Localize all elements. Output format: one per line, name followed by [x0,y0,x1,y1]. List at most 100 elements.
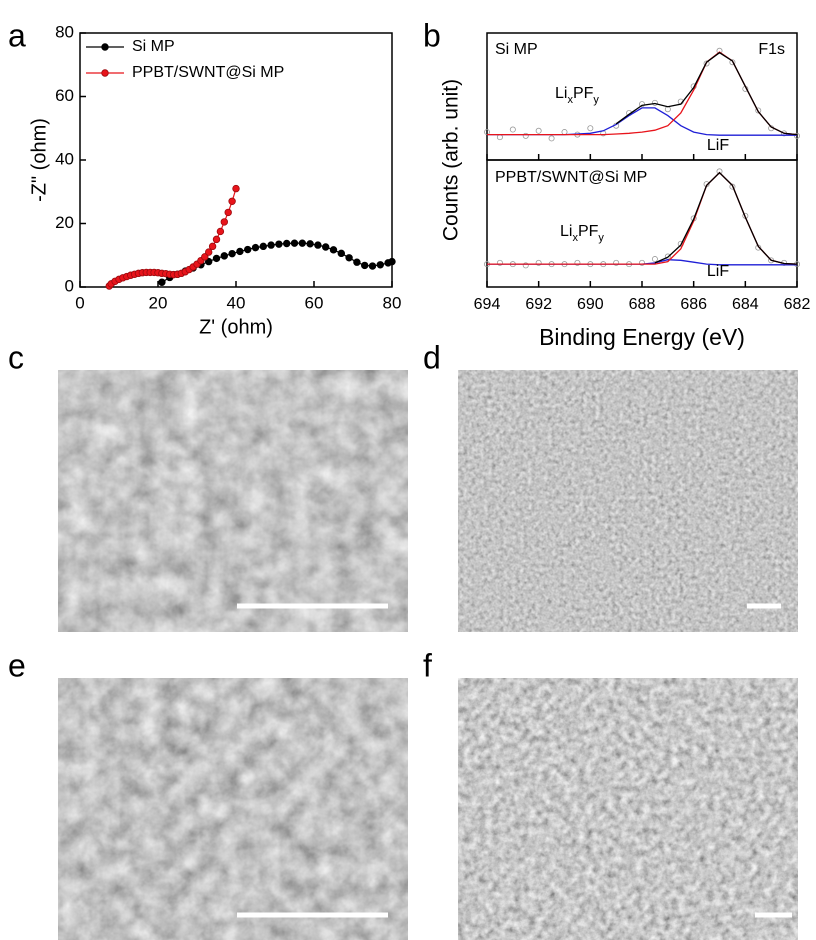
legend-label: Si MP [132,38,175,55]
raw-point [729,59,736,66]
point [220,252,228,260]
point [283,239,291,248]
point [204,248,213,256]
raw-point [574,259,581,266]
fit-line [487,107,797,136]
annotation: F1s [758,41,785,58]
annotation-part: x [572,232,578,244]
raw-point [794,132,801,139]
point [337,249,345,258]
x-tick-label: 60 [305,293,324,312]
x-tick-label: 692 [525,296,552,313]
raw-point [509,126,516,133]
y-tick-label: 60 [55,86,74,105]
point [228,197,236,205]
raw-point [587,125,594,132]
point [376,261,384,269]
panel-label: f [423,647,432,683]
point [329,246,338,254]
point [243,245,252,254]
raw-point [522,262,529,269]
annotation: LixPFy [560,223,604,244]
x-tick-label: 80 [383,293,402,312]
point [345,254,353,262]
point [204,257,213,266]
panel-label: e [8,647,26,683]
raw-point [651,99,658,106]
raw-point [716,168,723,175]
point [236,247,244,256]
panel-label: d [423,339,441,375]
point [298,239,306,247]
y-tick-label: 80 [55,22,74,41]
annotation-part: y [598,232,604,244]
point [228,249,236,258]
sem-image [458,678,798,940]
annotation-part: Li [555,85,567,102]
point [251,243,260,252]
point [212,235,221,244]
fit-line [654,171,798,265]
x-tick-label: 690 [577,296,604,313]
annotation: Si MP [495,41,538,58]
raw-point [639,101,646,108]
annotation: LiF [707,263,729,280]
raw-point [613,259,620,266]
legend-label: PPBT/SWNT@Si MP [132,64,284,81]
fit-line [615,51,798,136]
x-tick-label: 40 [227,293,246,312]
raw-point [535,127,542,134]
x-tick-label: 0 [75,293,84,312]
point [275,240,283,248]
raw-point [535,259,542,266]
x-tick-label: 688 [629,296,656,313]
point [158,278,166,286]
point [212,254,221,263]
point [322,243,330,251]
raw-point [496,259,503,266]
annotation-part: x [567,94,573,106]
annotation-part: Li [560,223,572,240]
raw-point [496,134,503,141]
x-tick-label: 20 [149,293,168,312]
raw-point [664,106,671,113]
panel-label: b [423,17,441,53]
annotation: LixPFy [555,85,599,106]
point [216,227,225,236]
raw-point [522,132,529,139]
point [267,241,275,249]
point [306,240,314,248]
raw-point [755,107,762,114]
point [290,239,299,247]
point [361,261,369,270]
point [208,242,217,251]
sem-image [458,370,798,632]
y-axis-label: -Z" (ohm) [28,118,50,202]
y-tick-label: 20 [55,213,74,232]
fit-line [487,171,798,265]
y-axis-label: Counts (arb. unit) [440,79,463,241]
point [232,184,240,193]
point [353,258,361,266]
point [368,262,377,270]
y-tick-label: 0 [65,276,74,295]
point [220,218,228,226]
annotation: LiF [707,137,729,154]
point [201,253,209,261]
point [224,208,232,217]
annotation-part: PF [573,85,594,102]
x-axis-label: Z' (ohm) [199,316,273,338]
x-tick-label: 694 [474,296,501,313]
legend-marker [101,43,109,51]
raw-point [703,60,710,67]
x-axis-label: Binding Energy (eV) [539,324,745,350]
fit-line [487,51,798,136]
x-tick-label: 684 [732,296,759,313]
panel-label: a [8,17,26,53]
raw-point [651,256,658,263]
annotation-part: PF [578,223,599,240]
point [314,241,322,249]
annotation-part: y [593,94,599,106]
sem-image [58,370,408,632]
